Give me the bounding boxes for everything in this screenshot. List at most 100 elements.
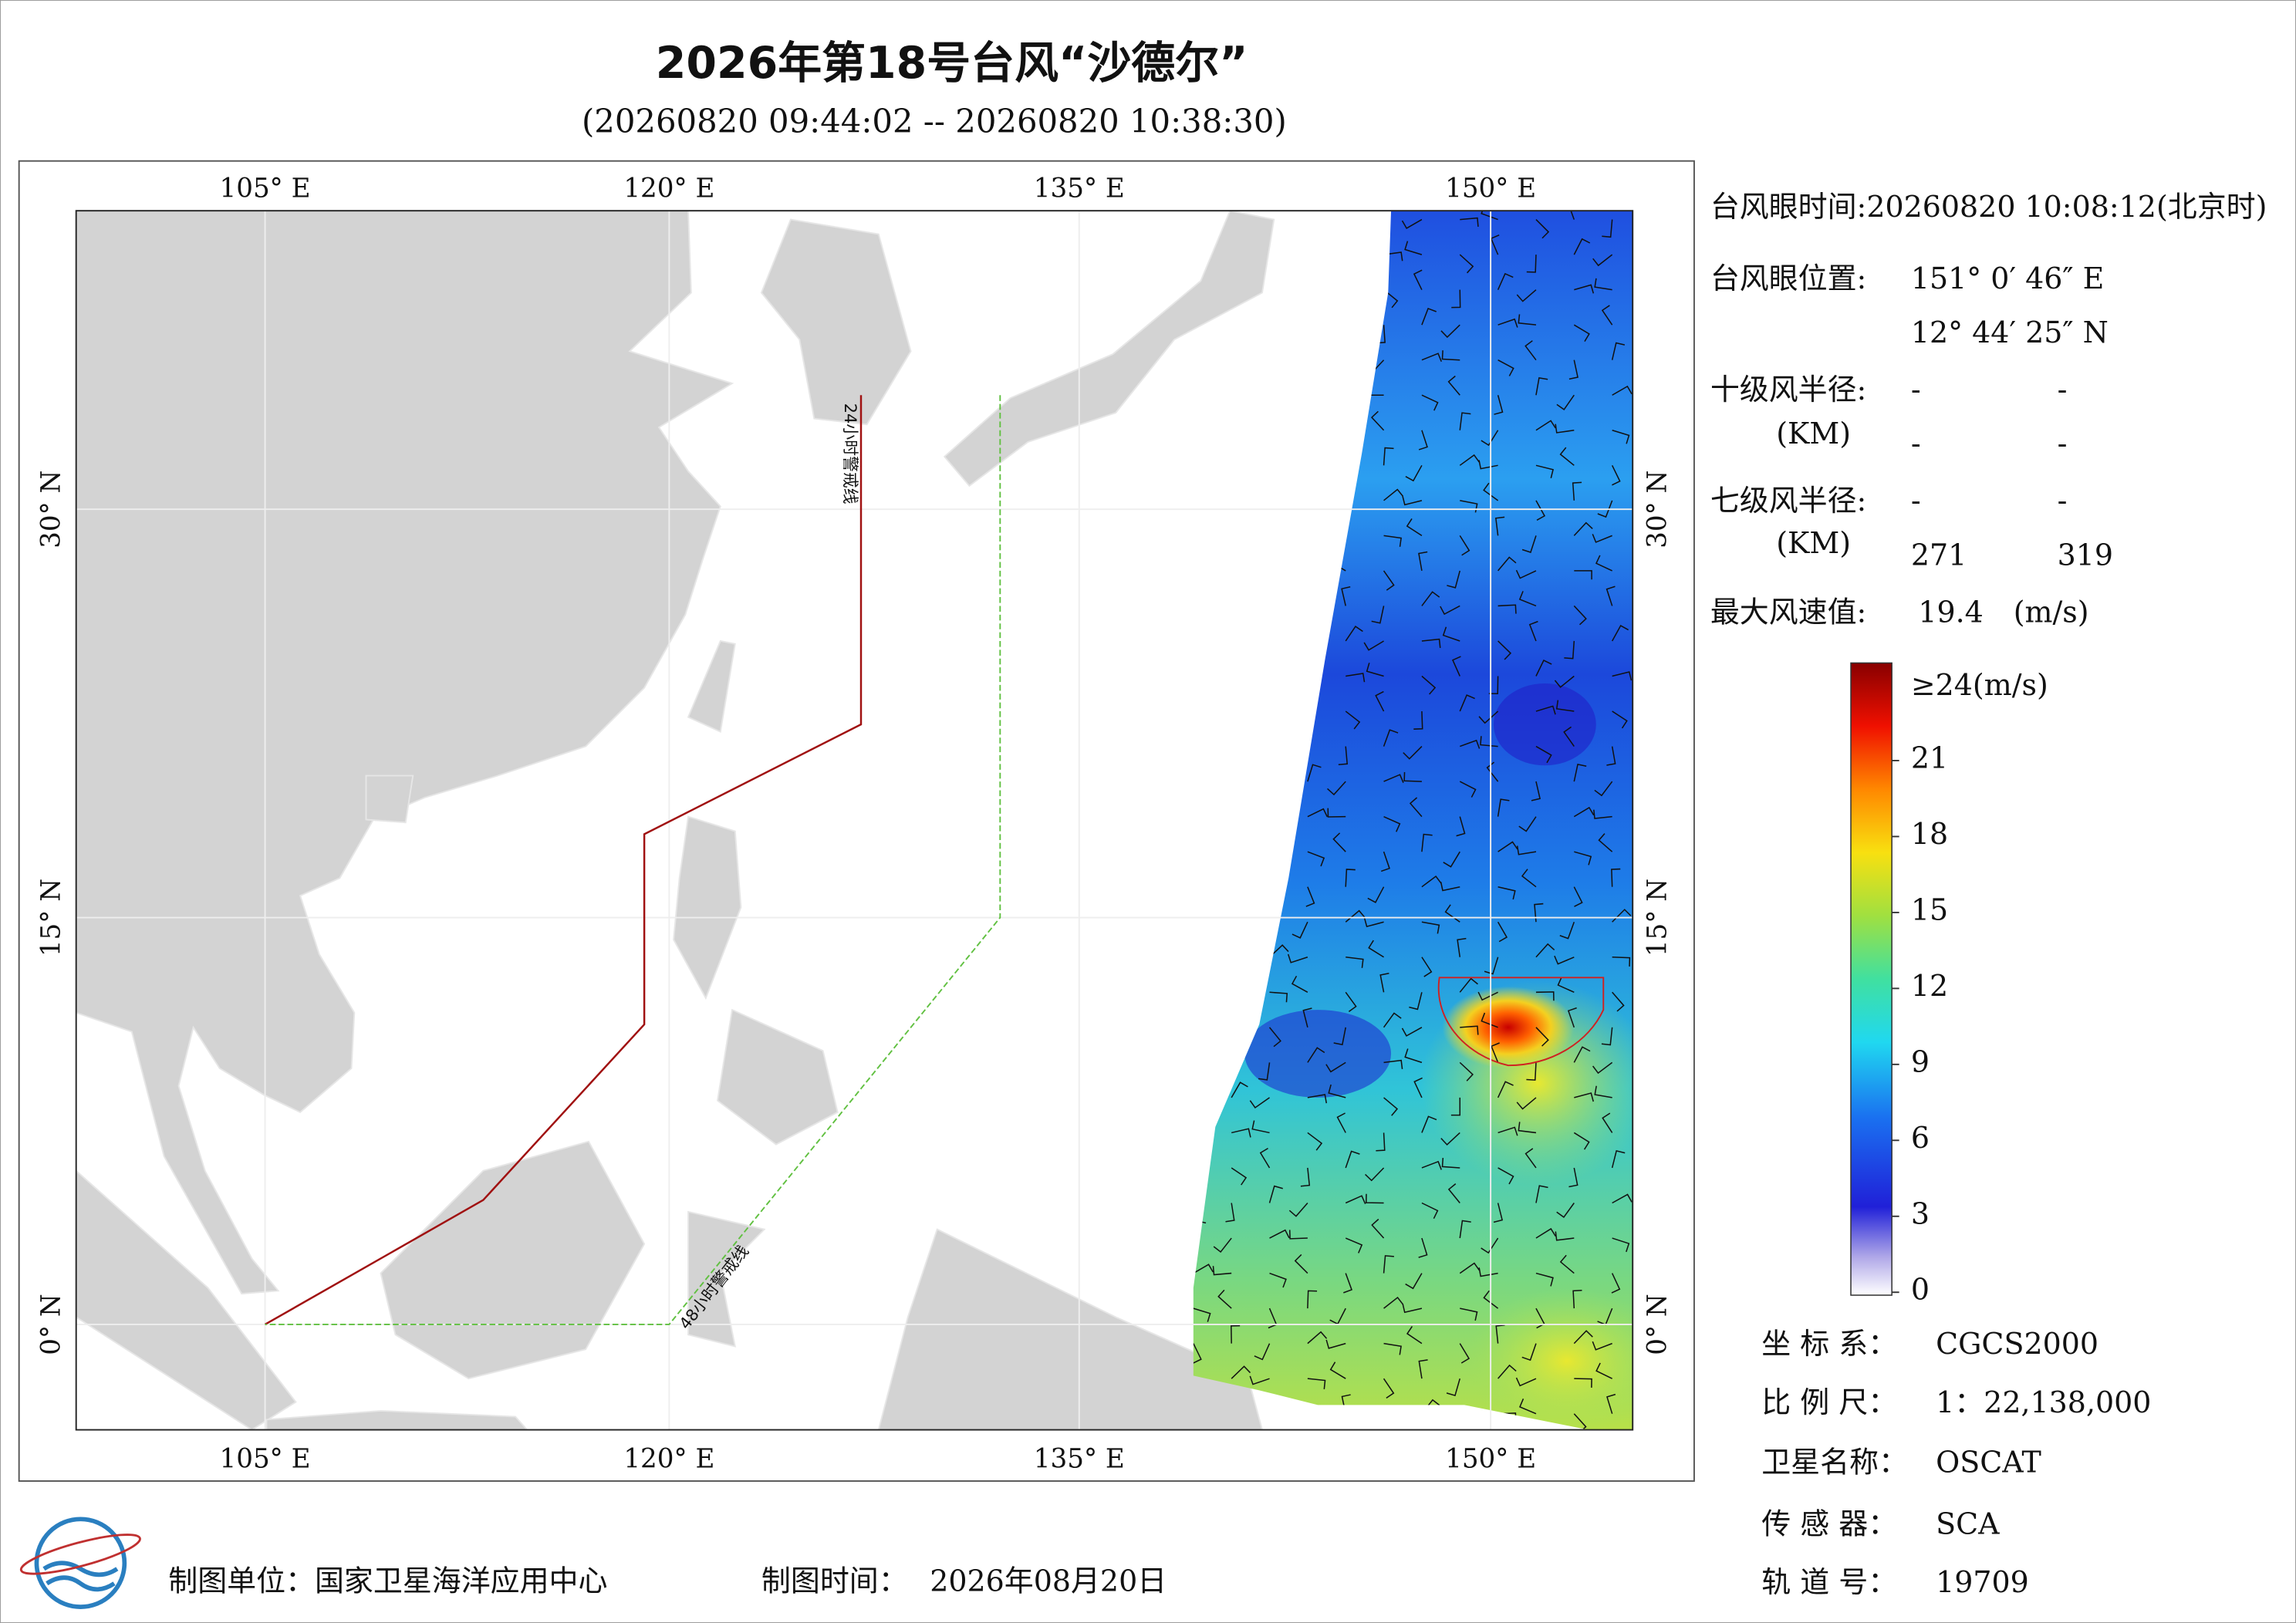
wind-barb <box>1574 1378 1592 1388</box>
wind-barb <box>1421 591 1440 606</box>
wind-barb <box>1307 1378 1326 1389</box>
meta-label: 比 例 尺： <box>1761 1385 1897 1419</box>
r10-value: - <box>1911 427 1921 461</box>
wind-barb <box>1612 430 1630 444</box>
wind-barb <box>1380 851 1390 872</box>
wind-barb <box>1404 241 1423 255</box>
wind-barb <box>1336 1112 1346 1133</box>
wind-barb <box>1521 869 1537 888</box>
wind-barb <box>1595 1362 1612 1379</box>
wind-barb <box>1493 1203 1504 1223</box>
wind-barb <box>1307 1047 1325 1063</box>
wind-barb <box>1366 663 1384 677</box>
wind-barb <box>1345 1195 1366 1204</box>
wind-barb <box>1497 272 1514 290</box>
wind-barb <box>1497 798 1510 817</box>
wind-barb <box>1521 1343 1537 1361</box>
wind-barb <box>1446 1378 1460 1396</box>
wind-barb <box>1413 711 1423 730</box>
wind-barb <box>1592 1061 1613 1075</box>
wind-barb <box>1421 875 1442 888</box>
wind-barb <box>1612 385 1633 396</box>
wind-barb <box>1459 1262 1481 1274</box>
wind-barb <box>1231 1128 1251 1138</box>
eye-time: 台风眼时间:20260820 10:08:12(北京时) <box>1710 190 2267 224</box>
map-area <box>76 211 1633 1430</box>
wind-barb <box>1612 710 1628 729</box>
lon-label: 150° E <box>1445 1443 1536 1474</box>
wind-barb <box>1559 447 1575 466</box>
meta-value: 1：22,138,000 <box>1936 1385 2151 1419</box>
wind-barb <box>1231 1167 1248 1186</box>
wind-barb <box>1515 569 1537 579</box>
wind-barb <box>1345 1150 1360 1169</box>
wind-barb <box>1483 482 1499 501</box>
subtitle: (20260820 09:44:02 -- 20260820 10:38:30) <box>582 103 1287 140</box>
wind-barb <box>1307 1132 1323 1151</box>
wind-barb <box>1480 736 1498 747</box>
wind-barb <box>1418 1359 1428 1379</box>
meta-value: 19709 <box>1936 1565 2029 1599</box>
meta-label: 坐 标 系： <box>1761 1327 1897 1361</box>
wind-barb <box>1370 410 1385 431</box>
wind-barb <box>1459 454 1480 466</box>
wind-barb <box>1459 1061 1474 1081</box>
wind-barb <box>1488 676 1499 695</box>
wind-barb <box>1535 1027 1549 1047</box>
wind-barb <box>1612 1193 1633 1204</box>
wind-barb <box>1518 1122 1537 1134</box>
wind-barb <box>1478 710 1499 724</box>
wind-barb <box>1421 957 1433 977</box>
wind-barb <box>1594 278 1612 291</box>
colorbar-tick-label: 18 <box>1911 817 1948 851</box>
colorbar <box>1850 662 1893 1296</box>
eye-lon: 151° 0′ 46″ E <box>1911 262 2105 295</box>
lon-label: 105° E <box>220 1443 311 1474</box>
lat-label: 15° N <box>1642 879 1673 957</box>
wind-barb <box>1302 1007 1312 1028</box>
wind-barb <box>1368 940 1384 958</box>
wind-barb <box>1291 975 1308 993</box>
lat-label: 30° N <box>1642 471 1673 548</box>
wind-barb <box>1598 833 1613 852</box>
wind-barb <box>1405 464 1423 482</box>
wind-barb <box>1328 1084 1346 1098</box>
wind-barb <box>1572 481 1582 501</box>
wind-barb <box>1383 1297 1404 1309</box>
wind-barb <box>1231 1081 1248 1098</box>
wind-barb <box>1440 605 1460 616</box>
footer-time: 2026年08月20日 <box>930 1564 1167 1598</box>
wind-barb <box>1371 1218 1385 1239</box>
wind-barb <box>1535 1272 1554 1287</box>
meta-value: CGCS2000 <box>1936 1327 2098 1361</box>
land <box>265 1409 528 1430</box>
land <box>687 639 736 733</box>
wind-barb <box>1535 943 1555 958</box>
title: 2026年第18号台风“沙德尔” <box>656 38 1248 89</box>
wind-barb <box>1443 851 1460 868</box>
wind-barb <box>1535 991 1555 1001</box>
wind-barb <box>1341 585 1351 606</box>
wind-barb <box>1371 606 1385 624</box>
wind-barb <box>1459 1343 1470 1364</box>
wind-barb <box>1606 585 1616 606</box>
wind-barb <box>1441 350 1460 361</box>
wind-barb <box>1611 625 1629 642</box>
wind-barb <box>1563 726 1575 747</box>
r10-value: - <box>2058 373 2068 407</box>
wind-barb <box>1573 1132 1590 1150</box>
wind-barb <box>1497 1126 1518 1136</box>
wind-barb <box>1518 591 1537 607</box>
wind-barb <box>1418 551 1428 572</box>
wind-barb <box>1421 1115 1437 1133</box>
wind-barb <box>1409 797 1423 818</box>
land <box>687 1210 766 1348</box>
wind-barb <box>1346 673 1366 683</box>
wind-barb <box>1477 991 1498 1001</box>
wind-barb <box>1231 1324 1241 1344</box>
footer-unit: 制图单位：国家卫星海洋应用中心 <box>168 1564 607 1598</box>
max-wind: 19.4 <box>1918 595 1984 629</box>
wind-barb <box>1459 1220 1471 1239</box>
wind-barb <box>1484 957 1499 975</box>
lon-label: 135° E <box>1034 174 1125 204</box>
